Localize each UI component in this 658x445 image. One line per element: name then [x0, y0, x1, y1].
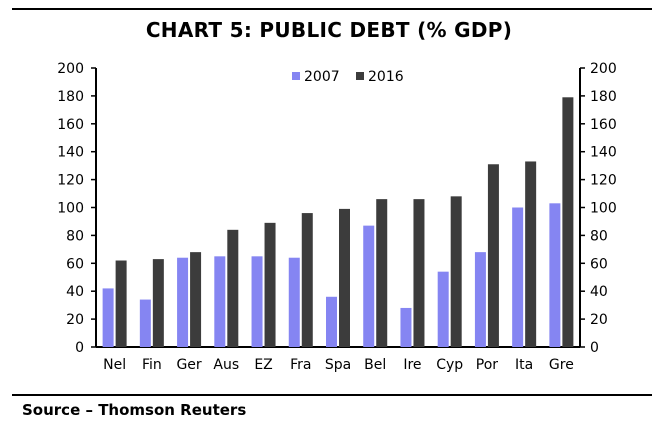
x-tick-label: Bel [364, 357, 386, 373]
bar-2016-spa [339, 208, 350, 347]
y-tick-label-right: 0 [590, 340, 599, 356]
x-tick-label: Fra [290, 357, 311, 373]
x-tick-label: Fin [142, 357, 162, 373]
x-tick-label: Ita [515, 357, 533, 373]
y-tick-label-right: 180 [590, 89, 617, 105]
x-tick-label: Ire [403, 357, 421, 373]
x-tick-label: Gre [549, 357, 574, 373]
y-tick-label-left: 40 [66, 284, 84, 300]
y-tick-label-right: 40 [590, 284, 608, 300]
y-tick-label-right: 80 [590, 228, 608, 244]
top-rule [12, 8, 652, 10]
y-tick-label-left: 60 [66, 256, 84, 272]
x-tick-label: Por [476, 357, 499, 373]
bar-2007-bel [363, 225, 375, 347]
legend-swatch-2016 [356, 72, 364, 80]
bar-2016-ita [525, 161, 537, 347]
y-tick-label-left: 0 [75, 340, 84, 356]
bar-2016-aus [227, 229, 239, 347]
x-tick-label: Nel [103, 357, 126, 373]
bar-2016-ger [190, 252, 202, 347]
bar-2007-spa [326, 296, 337, 347]
bar-2016-fra [301, 213, 313, 347]
bar-2007-ita [512, 207, 524, 347]
bar-2007-fra [288, 257, 300, 347]
y-tick-label-left: 20 [66, 312, 84, 328]
bar-2016-cyp [450, 196, 462, 347]
bar-2016-ire [413, 199, 425, 347]
bottom-rule [12, 394, 652, 396]
chart-title: CHART 5: PUBLIC DEBT (% GDP) [145, 18, 513, 42]
bar-2016-gre [562, 97, 574, 347]
y-tick-label-left: 140 [57, 145, 84, 161]
bar-2016-ez [264, 222, 276, 347]
y-tick-label-left: 180 [57, 89, 84, 105]
y-tick-label-right: 20 [590, 312, 608, 328]
bar-2007-gre [549, 203, 561, 347]
y-tick-label-right: 120 [590, 173, 617, 189]
bar-2007-ger [177, 257, 189, 347]
legend-swatch-2007 [292, 72, 300, 80]
bar-2007-nel [102, 288, 114, 347]
legend-label-2016: 2016 [368, 69, 404, 85]
x-tick-label: Ger [176, 357, 201, 373]
bar-2016-por [487, 164, 499, 347]
bar-2016-fin [152, 259, 164, 347]
bar-2007-por [474, 252, 486, 347]
x-tick-label: Aus [213, 357, 239, 373]
bar-2007-aus [214, 256, 226, 347]
x-tick-label: EZ [254, 357, 272, 373]
y-tick-label-right: 100 [590, 201, 617, 217]
source-note: Source – Thomson Reuters [22, 401, 247, 419]
y-tick-label-right: 200 [590, 61, 617, 77]
y-tick-label-right: 60 [590, 256, 608, 272]
bar-2016-nel [115, 260, 127, 347]
bar-2007-ire [400, 307, 412, 347]
y-tick-label-left: 120 [57, 173, 84, 189]
y-tick-label-left: 100 [57, 201, 84, 217]
x-tick-label: Spa [325, 357, 351, 373]
y-tick-label-left: 200 [57, 61, 84, 77]
x-tick-label: Cyp [436, 357, 463, 373]
y-tick-label-right: 140 [590, 145, 617, 161]
bar-2007-fin [139, 299, 151, 347]
bar-2007-cyp [437, 271, 449, 347]
bar-2016-bel [376, 199, 388, 347]
y-tick-label-left: 80 [66, 228, 84, 244]
y-tick-label-left: 160 [57, 117, 84, 133]
legend-label-2007: 2007 [304, 69, 340, 85]
bar-2007-ez [251, 256, 263, 347]
y-tick-label-right: 160 [590, 117, 617, 133]
